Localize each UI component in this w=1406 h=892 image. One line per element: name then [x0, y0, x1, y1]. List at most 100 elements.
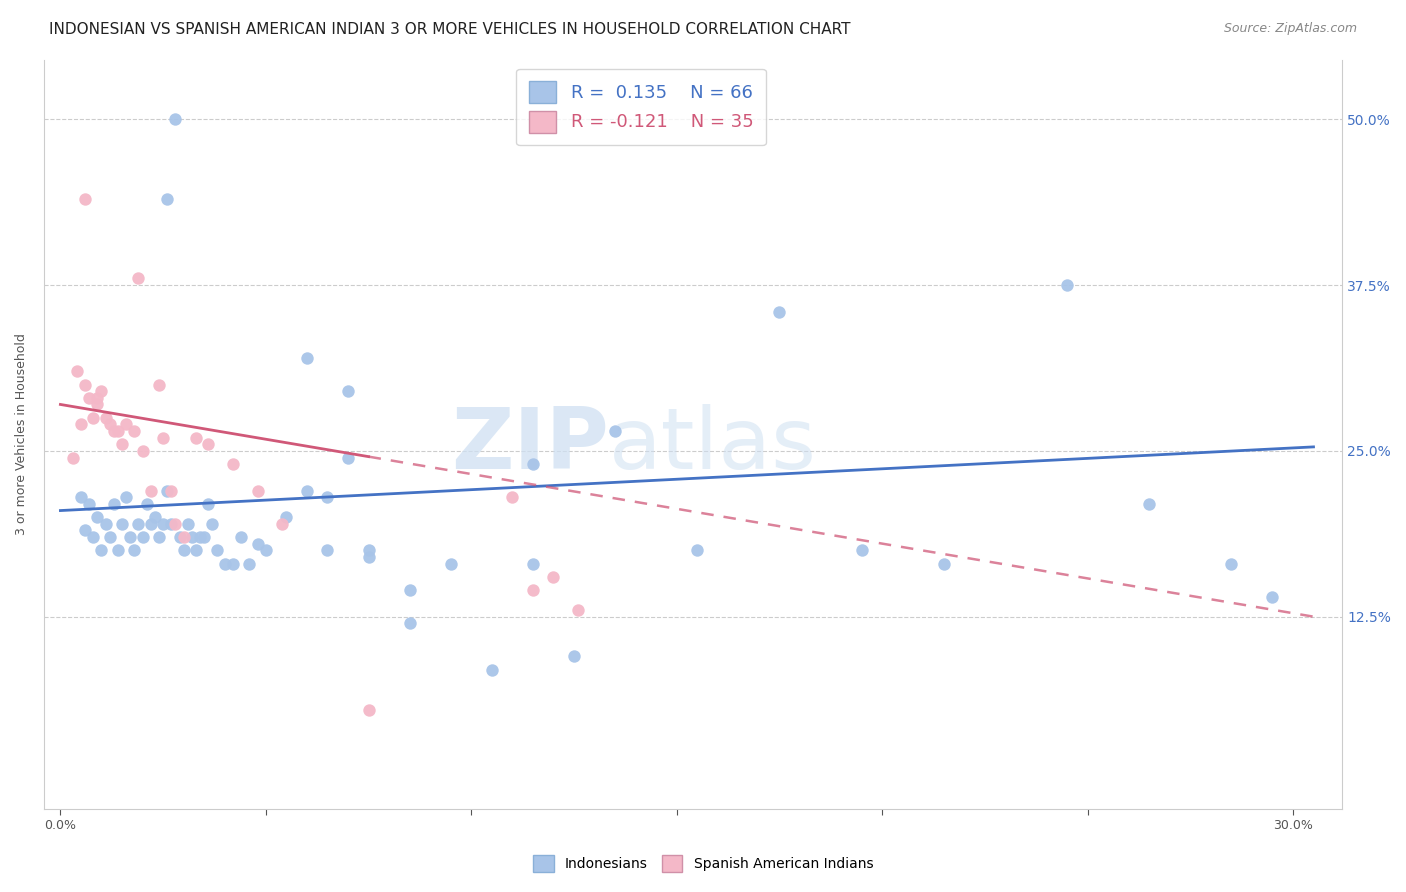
Point: [522, 557, 544, 571]
Point: [214, 557, 236, 571]
Point: [148, 377, 170, 392]
Point: [160, 516, 183, 531]
Point: [222, 557, 245, 571]
Point: [295, 351, 318, 365]
Point: [193, 530, 215, 544]
Point: [115, 417, 138, 432]
Point: [152, 431, 174, 445]
Point: [1261, 590, 1284, 604]
Point: [124, 424, 146, 438]
Point: [156, 192, 179, 206]
Point: [82, 410, 104, 425]
Point: [111, 516, 134, 531]
Point: [66, 364, 89, 378]
Point: [184, 431, 207, 445]
Point: [124, 543, 146, 558]
Point: [201, 516, 224, 531]
Point: [103, 497, 125, 511]
Point: [276, 510, 298, 524]
Point: [94, 410, 117, 425]
Point: [522, 583, 544, 598]
Point: [131, 443, 153, 458]
Point: [90, 384, 112, 399]
Point: [73, 192, 96, 206]
Point: [127, 516, 149, 531]
Point: [543, 570, 565, 584]
Text: INDONESIAN VS SPANISH AMERICAN INDIAN 3 OR MORE VEHICLES IN HOUSEHOLD CORRELATIO: INDONESIAN VS SPANISH AMERICAN INDIAN 3 …: [49, 22, 851, 37]
Point: [1056, 278, 1078, 293]
Point: [86, 510, 108, 524]
Point: [316, 543, 339, 558]
Point: [115, 491, 138, 505]
Point: [62, 450, 84, 465]
Point: [73, 524, 96, 538]
Point: [131, 530, 153, 544]
Point: [143, 510, 166, 524]
Text: Source: ZipAtlas.com: Source: ZipAtlas.com: [1223, 22, 1357, 36]
Point: [357, 702, 380, 716]
Point: [77, 391, 100, 405]
Point: [197, 497, 219, 511]
Point: [98, 530, 121, 544]
Point: [522, 457, 544, 471]
Point: [238, 557, 260, 571]
Point: [135, 497, 157, 511]
Y-axis label: 3 or more Vehicles in Household: 3 or more Vehicles in Household: [15, 334, 28, 535]
Text: ZIP: ZIP: [451, 404, 609, 487]
Point: [173, 530, 195, 544]
Text: atlas: atlas: [609, 404, 817, 487]
Point: [197, 437, 219, 451]
Point: [246, 537, 269, 551]
Point: [316, 491, 339, 505]
Point: [177, 516, 200, 531]
Point: [562, 649, 585, 664]
Point: [932, 557, 955, 571]
Point: [481, 663, 503, 677]
Point: [107, 543, 129, 558]
Point: [567, 603, 589, 617]
Point: [160, 483, 183, 498]
Point: [169, 530, 191, 544]
Point: [70, 491, 93, 505]
Point: [337, 450, 360, 465]
Point: [103, 424, 125, 438]
Point: [86, 397, 108, 411]
Point: [246, 483, 269, 498]
Point: [188, 530, 211, 544]
Point: [184, 543, 207, 558]
Point: [180, 530, 202, 544]
Point: [440, 557, 463, 571]
Point: [1137, 497, 1160, 511]
Point: [337, 384, 360, 399]
Point: [173, 543, 195, 558]
Point: [222, 457, 245, 471]
Point: [148, 530, 170, 544]
Legend: R =  0.135    N = 66, R = -0.121    N = 35: R = 0.135 N = 66, R = -0.121 N = 35: [516, 69, 766, 145]
Point: [398, 616, 420, 631]
Point: [357, 543, 380, 558]
Point: [94, 516, 117, 531]
Point: [1220, 557, 1243, 571]
Point: [851, 543, 873, 558]
Point: [271, 516, 294, 531]
Point: [768, 304, 790, 318]
Point: [686, 543, 709, 558]
Point: [139, 483, 162, 498]
Point: [254, 543, 277, 558]
Point: [98, 417, 121, 432]
Point: [231, 530, 253, 544]
Point: [70, 417, 93, 432]
Point: [398, 583, 420, 598]
Point: [152, 516, 174, 531]
Legend: Indonesians, Spanish American Indians: Indonesians, Spanish American Indians: [524, 847, 882, 880]
Point: [603, 424, 626, 438]
Point: [111, 437, 134, 451]
Point: [90, 543, 112, 558]
Point: [77, 497, 100, 511]
Point: [156, 483, 179, 498]
Point: [107, 424, 129, 438]
Point: [86, 391, 108, 405]
Point: [127, 271, 149, 285]
Point: [73, 377, 96, 392]
Point: [139, 516, 162, 531]
